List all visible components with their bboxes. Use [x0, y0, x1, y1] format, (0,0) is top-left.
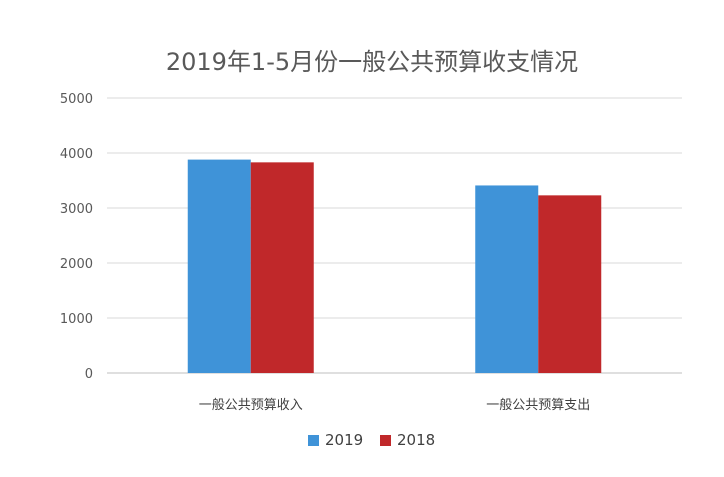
legend-swatch-2019: [308, 435, 319, 446]
x-axis-categories: 一般公共预算收入 一般公共预算支出: [199, 397, 591, 413]
y-tick-label: 5000: [60, 92, 93, 107]
x-category-label: 一般公共预算收入: [199, 397, 303, 413]
y-tick-label: 2000: [60, 257, 93, 272]
bar-2018-1: [250, 162, 314, 373]
y-tick-label: 1000: [60, 312, 93, 327]
legend-label-2019: 2019: [325, 431, 363, 449]
y-tick-label: 0: [85, 367, 93, 382]
y-tick-label: 4000: [60, 147, 93, 162]
y-axis-ticks: 0 1000 2000 3000 4000 5000: [60, 92, 93, 382]
chart-title: 2019年1-5月份一般公共预算收支情况: [166, 48, 578, 76]
x-category-label: 一般公共预算支出: [486, 397, 590, 413]
legend-swatch-2018: [380, 435, 391, 446]
bar-2019-1: [187, 159, 251, 373]
y-tick-label: 3000: [60, 202, 93, 217]
bar-2019-2: [475, 185, 539, 373]
legend-label-2018: 2018: [397, 431, 435, 449]
legend: 2019 2018: [308, 431, 435, 449]
bar-2018-2: [538, 195, 602, 373]
bars: [187, 159, 602, 373]
